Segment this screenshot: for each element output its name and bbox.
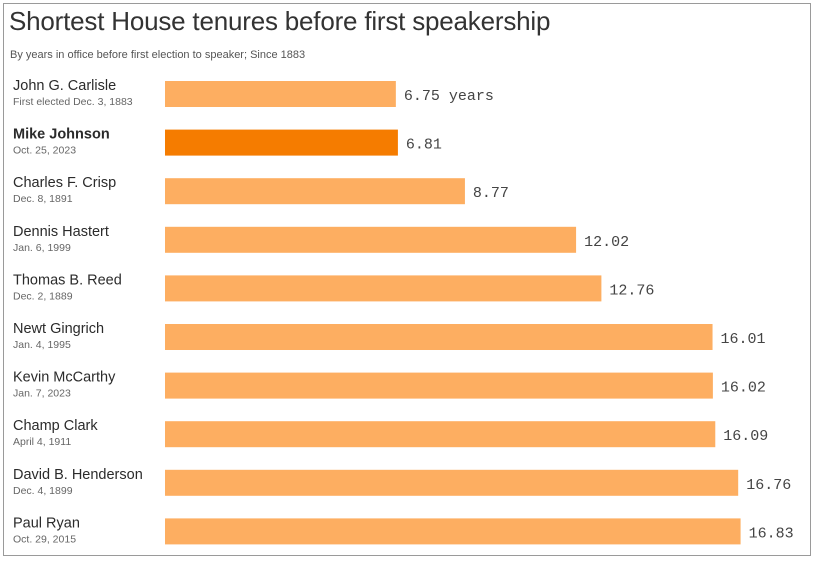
value-label: 16.09 xyxy=(723,428,768,445)
bar-5 xyxy=(165,324,713,350)
bar-2 xyxy=(165,178,465,205)
value-label: 6.81 xyxy=(406,137,442,154)
chart-title: Shortest House tenures before first spea… xyxy=(9,6,551,36)
date-label: Jan. 6, 1999 xyxy=(13,242,71,254)
value-label: 16.76 xyxy=(746,477,791,494)
category-label: Thomas B. Reed xyxy=(13,272,122,288)
date-label: Oct. 29, 2015 xyxy=(13,533,76,545)
category-label: John G. Carlisle xyxy=(13,78,116,94)
value-label: 12.02 xyxy=(584,234,629,251)
category-label: Champ Clark xyxy=(13,418,98,434)
bar-0 xyxy=(165,81,396,107)
date-label: First elected Dec. 3, 1883 xyxy=(13,96,133,108)
date-label: Oct. 25, 2023 xyxy=(13,145,76,157)
date-label: Jan. 4, 1995 xyxy=(13,339,71,351)
date-label: April 4, 1911 xyxy=(13,436,71,448)
category-label: Charles F. Crisp xyxy=(13,175,116,191)
bar-1 xyxy=(165,129,398,156)
value-label: 8.77 xyxy=(473,185,509,202)
value-label: 16.83 xyxy=(749,525,794,542)
category-label: Newt Gingrich xyxy=(13,321,104,337)
value-label: 16.01 xyxy=(721,331,766,348)
chart-subtitle: By years in office before first election… xyxy=(10,49,306,61)
category-label: Dennis Hastert xyxy=(13,224,109,240)
category-label: Mike Johnson xyxy=(13,127,110,143)
date-label: Dec. 4, 1899 xyxy=(13,485,73,497)
value-label: 12.76 xyxy=(609,282,654,299)
bar-7 xyxy=(165,421,716,448)
category-label: Paul Ryan xyxy=(13,515,80,531)
date-label: Jan. 7, 2023 xyxy=(13,388,71,400)
value-label: 16.02 xyxy=(721,380,766,397)
date-label: Dec. 8, 1891 xyxy=(13,193,73,205)
value-label: 6.75 years xyxy=(404,88,494,105)
bar-9 xyxy=(165,518,741,545)
category-label: David B. Henderson xyxy=(13,467,143,483)
bar-8 xyxy=(165,469,739,496)
bar-6 xyxy=(165,372,713,399)
bar-3 xyxy=(165,226,577,253)
category-label: Kevin McCarthy xyxy=(13,370,116,386)
date-label: Dec. 2, 1889 xyxy=(13,290,73,302)
bar-4 xyxy=(165,275,602,302)
